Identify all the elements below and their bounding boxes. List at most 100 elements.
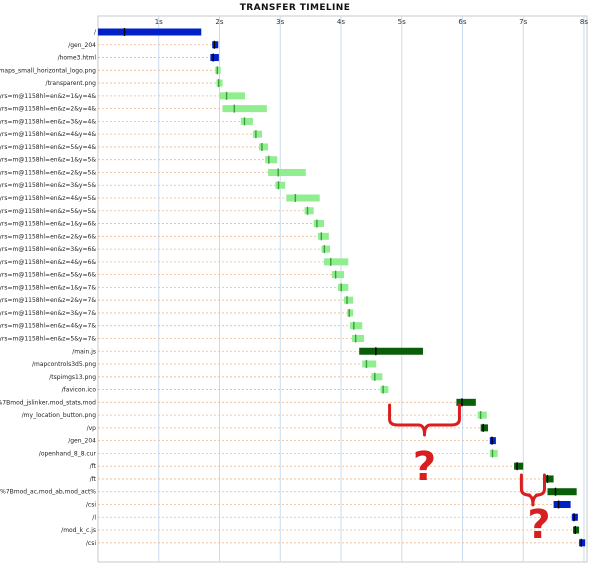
timeline-row: /lyrs=m@1158hl=en&z=5&y=4& xyxy=(0,142,269,151)
timeline-row: /my_location_button.png xyxy=(22,411,487,420)
timeline-row: /lyrs=m@1158hl=en&z=4&y=4& xyxy=(0,130,263,139)
response-marker xyxy=(491,449,494,458)
timeline-row: /lyrs=m@1158hl=en&z=4&y=7& xyxy=(0,321,363,330)
response-marker xyxy=(323,245,326,254)
x-tick-label: 3s xyxy=(276,18,284,26)
timeline-row: /csi xyxy=(86,538,586,547)
response-marker xyxy=(320,232,323,241)
response-marker xyxy=(374,372,376,381)
response-marker xyxy=(365,360,368,369)
resource-label: /lyrs=m@1158hl=en&z=2&y=4& xyxy=(0,106,96,113)
resource-label: /transparent.png xyxy=(46,80,97,87)
transfer-bar xyxy=(359,347,423,355)
timeline-row: /lyrs=m@1158hl=en&z=2&y=4& xyxy=(0,104,267,113)
resource-label: /l xyxy=(92,514,96,521)
response-marker xyxy=(330,257,332,266)
grid-layer xyxy=(97,15,588,563)
transfer-bar xyxy=(477,411,487,419)
resource-label: /ft xyxy=(90,476,97,483)
resource-label: /lyrs=m@1158hl=en&z=3&y=7& xyxy=(0,310,96,317)
resource-label: /lyrs=m@1158hl=en&z=3&y=6& xyxy=(0,246,96,253)
response-marker xyxy=(306,206,309,215)
resource-label: /lyrs=m@1158hl=en&z=2&y=6& xyxy=(0,233,96,240)
x-tick-label: 4s xyxy=(337,18,345,26)
resource-label: /ft xyxy=(90,463,97,470)
transfer-bar xyxy=(380,386,389,394)
transfer-bar xyxy=(362,360,377,368)
resource-label: /csi xyxy=(86,501,96,508)
transfer-bar xyxy=(323,258,349,266)
response-marker xyxy=(277,168,279,177)
resource-label: /%7Bmod_ac,mod_ab,mod_act% xyxy=(0,489,96,496)
response-marker xyxy=(277,181,280,190)
response-marker xyxy=(294,194,297,203)
transfer-bar xyxy=(268,168,306,176)
resource-label: /lyrs=m@1158hl=en&z=1&y=6& xyxy=(0,221,96,228)
resource-label: /mod_k_c.js xyxy=(61,527,96,534)
response-marker xyxy=(516,462,518,471)
transfer-bar xyxy=(337,283,349,291)
transfer-bar xyxy=(571,513,578,521)
resource-label: /lyrs=m@1158hl=en&z=4&y=7& xyxy=(0,323,96,330)
timeline-row: /lyrs=m@1158hl=en&z=3&y=4& xyxy=(0,117,253,126)
resource-label: /lyrs=m@1158hl=en&z=4&y=5& xyxy=(0,195,96,202)
resource-label: /lyrs=m@1158hl=en&z=3&y=5& xyxy=(0,182,96,189)
resource-label: /tspimgs13.png xyxy=(49,374,96,381)
resource-label: /lyrs=m@1158hl=en&z=5&y=6& xyxy=(0,272,96,279)
response-marker xyxy=(348,308,350,317)
gap-brace-2 xyxy=(519,473,546,507)
resource-label: /lyrs=m@1158hl=en&z=5&y=7& xyxy=(0,335,96,342)
timeline-row: /main.js xyxy=(72,347,423,356)
resource-label: /lyrs=m@1158hl=en&z=5&y=4& xyxy=(0,144,96,151)
timeline-row: /lyrs=m@1158hl=en&z=1&y=7& xyxy=(0,283,349,292)
response-marker xyxy=(491,436,493,445)
resource-label: /favicon.ico xyxy=(62,387,97,394)
timeline-row: /favicon.ico xyxy=(62,385,389,394)
timeline-row: /lyrs=m@1158hl=en&z=5&y=7& xyxy=(0,334,365,343)
transfer-bar xyxy=(331,271,345,279)
timeline-row: /vp xyxy=(87,423,488,432)
resource-label: /csi xyxy=(86,540,96,547)
resource-label: /lyrs=m@1158hl=en&z=2&y=5& xyxy=(0,169,96,176)
response-marker xyxy=(546,474,549,483)
resource-label: /lyrs=m@1158hl=en&z=4&y=6& xyxy=(0,259,96,266)
timeline-row: /lyrs=m@1158hl=en&z=1&y=5& xyxy=(0,155,278,164)
annotation-layer: ?? xyxy=(388,403,551,548)
transfer-bar xyxy=(240,117,253,125)
timeline-row: / xyxy=(94,28,202,36)
transfer-bar xyxy=(252,130,263,138)
transfer-bar xyxy=(275,181,286,189)
response-marker xyxy=(354,334,357,343)
response-marker xyxy=(573,513,575,522)
timeline-row: /lyrs=m@1158hl=en&z=1&y=4& xyxy=(0,91,246,100)
resource-label: /lyrs=m@1158hl=en&z=4&y=4& xyxy=(0,131,96,138)
resource-label: /mapcontrols3d5.png xyxy=(32,361,96,368)
response-marker xyxy=(554,487,557,496)
timeline-row: /mapcontrols3d5.png xyxy=(32,360,377,369)
timeline-row: /lyrs=m@1158hl=en&z=5&y=6& xyxy=(0,270,345,279)
gap-brace-1 xyxy=(388,403,461,437)
timeline-row: /lyrs=m@1158hl=en&z=2&y=7& xyxy=(0,296,354,305)
transfer-bar xyxy=(317,232,329,240)
transfer-bar xyxy=(371,373,383,381)
resource-label: /home3.html xyxy=(58,55,97,62)
resource-label: /gen_204 xyxy=(68,438,96,445)
transfer-bar xyxy=(286,194,320,202)
resource-label: /gen_204 xyxy=(68,42,96,49)
resource-label: /main.js xyxy=(72,348,96,355)
resource-label: /lyrs=m@1158hl=en&z=1&y=4& xyxy=(0,93,96,100)
resource-label: /openhand_8_8.cur xyxy=(39,450,97,457)
resource-label: /lyrs=m@1158hl=en&z=1&y=7& xyxy=(0,284,96,291)
transfer-bar xyxy=(573,526,580,534)
transfer-bar xyxy=(212,41,219,49)
response-marker xyxy=(216,66,219,75)
x-tick-label: 2s xyxy=(215,18,223,26)
transfer-bar xyxy=(514,462,524,470)
x-tick-label: 5s xyxy=(398,18,406,26)
timeline-row: /lyrs=m@1158hl=en&z=4&y=5& xyxy=(0,194,320,203)
transfer-bar xyxy=(553,500,571,508)
resource-label: /my_location_button.png xyxy=(22,412,97,419)
resource-label: /maps_small_horizontal_logo.png xyxy=(0,67,96,74)
timeline-row: /lyrs=m@1158hl=en&z=4&y=6& xyxy=(0,257,349,266)
